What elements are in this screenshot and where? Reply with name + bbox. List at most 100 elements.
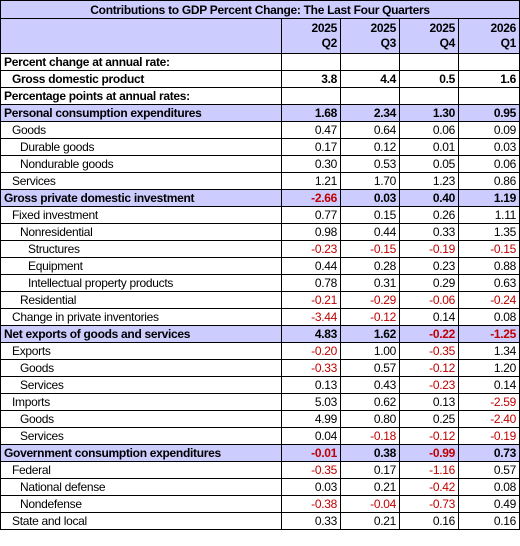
row-label: Federal xyxy=(0,461,282,479)
empty-cell xyxy=(457,53,520,71)
value-cell: 2.34 xyxy=(340,104,400,122)
column-year: 2026 xyxy=(490,21,517,35)
empty-cell xyxy=(281,87,341,105)
row-label: Services xyxy=(0,172,282,190)
value-cell: 0.44 xyxy=(340,223,400,241)
value-cell: 0.03 xyxy=(281,478,341,496)
value-cell: 0.14 xyxy=(399,308,459,326)
value-cell: 0.09 xyxy=(457,121,520,139)
value-cell: -0.35 xyxy=(281,461,341,479)
column-header: 2025 Q2 xyxy=(281,18,341,54)
row-label: Change in private inventories xyxy=(0,308,282,326)
value-cell: 0.88 xyxy=(457,257,520,275)
row-label: Residential xyxy=(0,291,282,309)
value-cell: -0.29 xyxy=(340,291,400,309)
value-cell: 1.62 xyxy=(340,325,400,343)
value-cell: 0.21 xyxy=(340,512,400,530)
row-label: Net exports of goods and services xyxy=(0,325,282,343)
value-cell: 0.33 xyxy=(399,223,459,241)
value-cell: 1.21 xyxy=(281,172,341,190)
value-cell: 0.13 xyxy=(399,393,459,411)
value-cell: -1.25 xyxy=(457,325,520,343)
table-row: Goods 0.47 0.64 0.06 0.09 xyxy=(0,121,520,139)
table-row: Gross private domestic investment -2.66 0.… xyxy=(0,189,520,207)
empty-cell xyxy=(457,87,520,105)
empty-cell xyxy=(281,53,341,71)
value-cell: -2.40 xyxy=(457,410,520,428)
row-label: Goods xyxy=(0,121,282,139)
row-label: Gross domestic product xyxy=(0,70,282,88)
row-label: Nonresidential xyxy=(0,223,282,241)
value-cell: 4.4 xyxy=(340,70,400,88)
value-cell: 0.33 xyxy=(281,512,341,530)
value-cell: -0.04 xyxy=(340,495,400,513)
table-row: Structures -0.23 -0.15 -0.19 -0.15 xyxy=(0,240,520,258)
value-cell: -0.19 xyxy=(399,240,459,258)
column-quarter: Q2 xyxy=(321,36,338,50)
value-cell: -0.15 xyxy=(340,240,400,258)
value-cell: 1.20 xyxy=(457,359,520,377)
value-cell: 1.68 xyxy=(281,104,341,122)
value-cell: 0.63 xyxy=(457,274,520,292)
value-cell: -0.38 xyxy=(281,495,341,513)
gdp-table: Contributions to GDP Percent Change: The… xyxy=(0,0,520,530)
value-cell: -0.23 xyxy=(281,240,341,258)
value-cell: -0.06 xyxy=(399,291,459,309)
value-cell: -0.18 xyxy=(340,427,400,445)
value-cell: 0.15 xyxy=(340,206,400,224)
column-quarter: Q3 xyxy=(380,36,397,50)
table-row: Equipment 0.44 0.28 0.23 0.88 xyxy=(0,257,520,275)
value-cell: 0.06 xyxy=(399,121,459,139)
value-cell: -0.33 xyxy=(281,359,341,377)
table-row: Nondurable goods 0.30 0.53 0.05 0.06 xyxy=(0,155,520,173)
value-cell: 1.34 xyxy=(457,342,520,360)
row-label: Equipment xyxy=(0,257,282,275)
value-cell: -0.12 xyxy=(399,359,459,377)
value-cell: 0.64 xyxy=(340,121,400,139)
value-cell: 0.40 xyxy=(399,189,459,207)
value-cell: -0.01 xyxy=(281,444,341,462)
value-cell: 0.47 xyxy=(281,121,341,139)
value-cell: 0.06 xyxy=(457,155,520,173)
table-row: Exports -0.20 1.00 -0.35 1.34 xyxy=(0,342,520,360)
value-cell: -2.59 xyxy=(457,393,520,411)
value-cell: -0.42 xyxy=(399,478,459,496)
value-cell: -0.73 xyxy=(399,495,459,513)
column-year: 2025 xyxy=(370,21,397,35)
value-cell: 1.00 xyxy=(340,342,400,360)
table-row: Gross domestic product 3.8 4.4 0.5 1.6 xyxy=(0,70,520,88)
value-cell: 0.62 xyxy=(340,393,400,411)
value-cell: 0.57 xyxy=(340,359,400,377)
empty-cell xyxy=(340,53,400,71)
table-row: Change in private inventories -3.44 -0.12 0… xyxy=(0,308,520,326)
row-label: Goods xyxy=(0,410,282,428)
value-cell: 0.86 xyxy=(457,172,520,190)
value-cell: 0.08 xyxy=(457,478,520,496)
value-cell: 0.14 xyxy=(457,376,520,394)
table-row: State and local 0.33 0.21 0.16 0.16 xyxy=(0,512,520,530)
value-cell: 0.80 xyxy=(340,410,400,428)
corner-cell xyxy=(0,18,282,54)
value-cell: 0.26 xyxy=(399,206,459,224)
value-cell: 4.99 xyxy=(281,410,341,428)
table-row: Intellectual property products 0.78 0.31 0.… xyxy=(0,274,520,292)
value-cell: -0.20 xyxy=(281,342,341,360)
table-row: Services 1.21 1.70 1.23 0.86 xyxy=(0,172,520,190)
value-cell: 1.30 xyxy=(399,104,459,122)
table-row: Services 0.04 -0.18 -0.12 -0.19 xyxy=(0,427,520,445)
value-cell: 5.03 xyxy=(281,393,341,411)
value-cell: 1.23 xyxy=(399,172,459,190)
value-cell: 0.16 xyxy=(399,512,459,530)
value-cell: 1.11 xyxy=(457,206,520,224)
empty-cell xyxy=(399,53,459,71)
row-label: Services xyxy=(0,376,282,394)
column-header: 2025 Q4 xyxy=(399,18,459,54)
table-row: Fixed investment 0.77 0.15 0.26 1.11 xyxy=(0,206,520,224)
value-cell: 4.83 xyxy=(281,325,341,343)
row-label: National defense xyxy=(0,478,282,496)
value-cell: -0.21 xyxy=(281,291,341,309)
row-label: Durable goods xyxy=(0,138,282,156)
value-cell: 0.16 xyxy=(457,512,520,530)
value-cell: 0.21 xyxy=(340,478,400,496)
